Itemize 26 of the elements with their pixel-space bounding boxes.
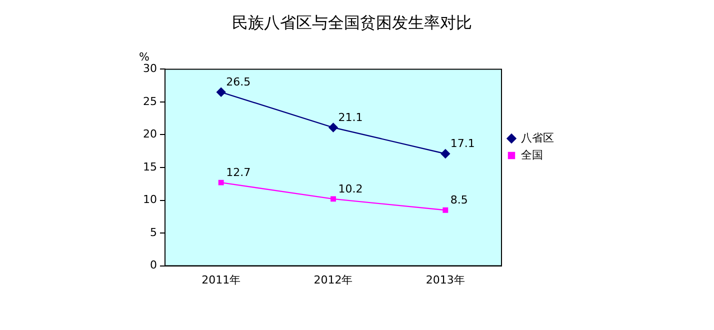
data-label: 12.7 [226, 166, 251, 179]
x-tick-label: 2012年 [314, 273, 353, 286]
y-tick-label: 15 [142, 160, 157, 174]
y-tick-label: 5 [150, 226, 157, 239]
y-tick-label: 0 [150, 258, 157, 272]
point [218, 180, 224, 186]
point [330, 196, 336, 202]
point [328, 122, 338, 132]
legend-label: 八省区 [521, 131, 554, 144]
data-label: 17.1 [450, 137, 475, 150]
y-tick-label: 30 [142, 62, 157, 76]
data-label: 10.2 [338, 182, 363, 196]
data-label: 21.1 [338, 110, 363, 124]
chart-title: 民族八省区与全国贫困发生率对比 [232, 12, 472, 32]
point [442, 207, 448, 213]
data-label: 8.5 [450, 193, 468, 206]
y-axis-title: % [138, 50, 150, 64]
legend-label: 全国 [521, 148, 543, 162]
y-tick-label: 20 [142, 128, 157, 141]
y-tick-label: 25 [142, 94, 157, 108]
point [440, 149, 450, 158]
data-label: 26.5 [226, 75, 251, 88]
y-tick-label: 10 [142, 193, 157, 206]
x-tick-label: 2013年 [426, 273, 465, 286]
x-tick-label: 2011年 [202, 273, 241, 286]
point [216, 88, 226, 97]
